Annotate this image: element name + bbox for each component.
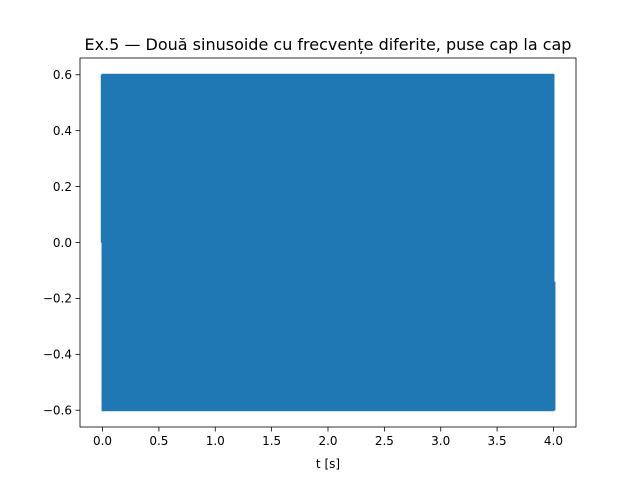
series-0	[100, 73, 556, 412]
plot-area	[100, 73, 556, 412]
x-tick-label: 0.0	[93, 434, 112, 448]
series-band	[101, 73, 555, 412]
x-tick-label: 1.5	[262, 434, 281, 448]
axes: 0.0 0.5 1.0 1.5 2.0 2.5 3.0 3.5 4.0 −0.6 −0.4 −0.2 0…	[43, 57, 577, 448]
x-tick-label: 1.0	[206, 434, 225, 448]
x-tick-label: 4.0	[544, 434, 563, 448]
chart-title: Ex.5 — Două sinusoide cu frecvențe difer…	[85, 35, 572, 54]
x-tick-label: 3.0	[431, 434, 450, 448]
x-tick-label: 3.5	[488, 434, 507, 448]
y-tick-label: −0.6	[43, 404, 72, 418]
y-tick-label: −0.4	[43, 348, 72, 362]
x-axis-label: t [s]	[316, 457, 340, 471]
x-tick-label: 2.0	[318, 434, 337, 448]
y-tick-label: 0.6	[53, 68, 72, 82]
y-tick-label: 0.4	[53, 124, 72, 138]
y-tick-label: 0.2	[53, 180, 72, 194]
y-tick-label: 0.0	[53, 236, 72, 250]
x-tick-label: 0.5	[149, 434, 168, 448]
x-tick-label: 2.5	[375, 434, 394, 448]
y-tick-label: −0.2	[43, 292, 72, 306]
